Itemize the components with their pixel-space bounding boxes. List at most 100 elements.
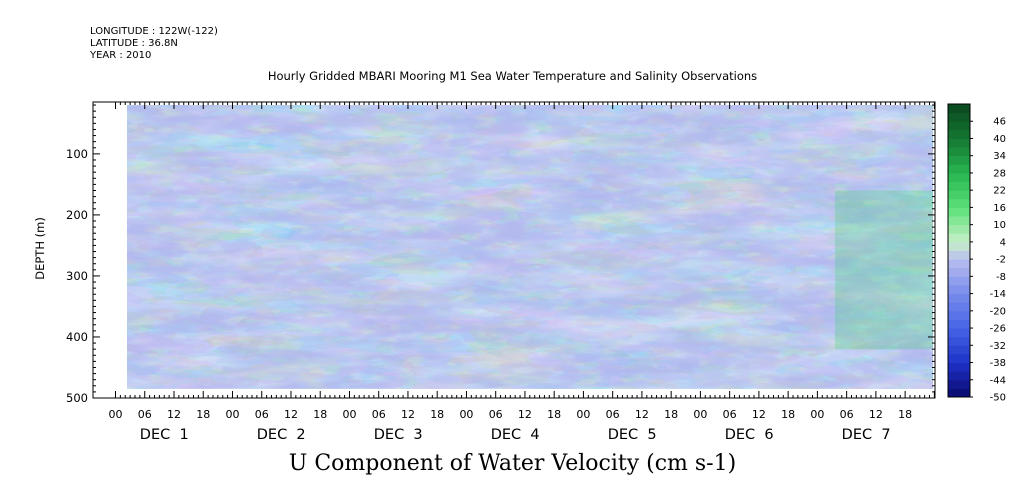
x-day-label: DEC 6 xyxy=(725,427,774,443)
colorbar-swatch xyxy=(948,216,970,226)
x-hour-label: 12 xyxy=(635,408,649,421)
colorbar: 46 40 34 28 22 16 10 4 -2 -8 -14 -20 -26 -32 -38 -44 -50 xyxy=(947,103,1006,404)
colorbar-swatch xyxy=(948,388,970,398)
x-hour-label: 06 xyxy=(138,408,152,421)
heatmap-field xyxy=(127,105,933,389)
x-hour-label: 18 xyxy=(430,408,444,421)
colorbar-swatch xyxy=(948,267,970,277)
y-tick-label: 400 xyxy=(66,330,88,344)
colorbar-label: -26 xyxy=(990,324,1006,335)
colorbar-label: -20 xyxy=(990,306,1006,317)
x-day-label: DEC 7 xyxy=(842,427,891,443)
x-day-label: DEC 1 xyxy=(140,427,189,443)
x-hour-label: 12 xyxy=(869,408,883,421)
x-hour-label: 00 xyxy=(576,408,590,421)
x-hour-label: 18 xyxy=(313,408,327,421)
x-hour-label: 00 xyxy=(810,408,824,421)
colorbar-swatch xyxy=(948,104,970,114)
y-tick-label: 300 xyxy=(66,269,88,283)
colorbar-swatch xyxy=(948,147,970,157)
x-hour-label: 00 xyxy=(225,408,239,421)
colorbar-label: 28 xyxy=(993,168,1006,179)
chart-title: U Component of Water Velocity (cm s-1) xyxy=(288,451,737,476)
x-hour-label: 18 xyxy=(547,408,561,421)
y-tick-label: 100 xyxy=(66,147,88,161)
colorbar-frame xyxy=(947,103,971,398)
colorbar-swatch xyxy=(948,155,970,165)
x-hour-label: 00 xyxy=(459,408,473,421)
year-label: YEAR : 2010 xyxy=(90,50,152,61)
colorbar-swatch xyxy=(948,328,970,338)
colorbar-label: -44 xyxy=(990,375,1006,386)
x-hour-label: 00 xyxy=(342,408,356,421)
x-hour-label: 06 xyxy=(489,408,503,421)
colorbar-swatch xyxy=(948,172,970,183)
x-hour-label: 18 xyxy=(196,408,210,421)
latitude-label: LATITUDE : 36.8N xyxy=(90,38,178,49)
x-hour-label: 12 xyxy=(284,408,298,421)
x-hour-label: 12 xyxy=(401,408,415,421)
colorbar-swatch xyxy=(948,379,970,389)
x-day-label: DEC 5 xyxy=(608,427,657,443)
y-axis-label: DEPTH (m) xyxy=(33,217,47,280)
x-day-label: DEC 4 xyxy=(491,427,540,443)
colorbar-label: 4 xyxy=(1000,237,1006,248)
colorbar-label: 22 xyxy=(993,186,1006,197)
colorbar-label: -8 xyxy=(996,272,1006,283)
colorbar-swatch xyxy=(948,198,970,208)
heatmap-area xyxy=(127,105,933,389)
x-day-label: DEC 2 xyxy=(257,427,306,443)
plot-frame xyxy=(92,101,936,399)
colorbar-swatch xyxy=(948,345,970,355)
x-hour-label: 18 xyxy=(898,408,912,421)
colorbar-label: 46 xyxy=(993,117,1006,128)
x-hour-label: 06 xyxy=(840,408,854,421)
colorbar-swatch xyxy=(948,250,970,260)
colorbar-swatch xyxy=(948,284,970,295)
x-hour-label: 00 xyxy=(109,408,123,421)
chart-subtitle: Hourly Gridded MBARI Mooring M1 Sea Wate… xyxy=(267,69,758,83)
colorbar-swatch xyxy=(948,259,970,269)
colorbar-label: 40 xyxy=(993,134,1006,145)
colorbar-swatch xyxy=(948,181,970,191)
colorbar-label: -14 xyxy=(990,289,1006,300)
x-hour-label: 12 xyxy=(518,408,532,421)
colorbar-swatch xyxy=(948,353,970,364)
x-hour-label: 00 xyxy=(693,408,707,421)
colorbar-swatch xyxy=(948,138,970,148)
y-tick-label: 200 xyxy=(66,208,88,222)
colorbar-label: -38 xyxy=(990,358,1006,369)
colorbar-swatch xyxy=(948,362,970,372)
colorbar-swatch xyxy=(948,207,970,217)
colorbar-swatch xyxy=(948,310,970,320)
y-tick-label: 500 xyxy=(66,391,88,405)
colorbar-swatch xyxy=(948,190,970,200)
x-hour-label: 12 xyxy=(167,408,181,421)
colorbar-swatch xyxy=(948,371,970,381)
colorbar-swatch xyxy=(948,293,970,303)
colorbar-swatch xyxy=(948,112,970,122)
colorbar-swatch xyxy=(948,121,970,131)
x-day-label: DEC 3 xyxy=(374,427,423,443)
metadata-block: LONGITUDE : 122W(-122) LATITUDE : 36.8N … xyxy=(90,26,218,62)
x-hour-label: 06 xyxy=(723,408,737,421)
colorbar-swatch xyxy=(948,164,970,174)
colorbar-swatch xyxy=(948,233,970,243)
axes: 00 06 12 18 00 06 12 18 00 06 12 18 00 06 12 18 00 06 12 18… xyxy=(33,101,936,443)
x-hour-label: 18 xyxy=(781,408,795,421)
colorbar-label: 10 xyxy=(993,220,1006,231)
colorbar-swatch xyxy=(948,224,970,234)
x-hour-label: 06 xyxy=(255,408,269,421)
colorbar-swatch xyxy=(948,336,970,346)
x-hour-label: 06 xyxy=(606,408,620,421)
x-hour-label: 06 xyxy=(372,408,386,421)
colorbar-swatch xyxy=(948,276,970,286)
longitude-label: LONGITUDE : 122W(-122) xyxy=(90,26,218,37)
colorbar-swatch xyxy=(948,241,970,251)
colorbar-label: -2 xyxy=(996,255,1006,266)
colorbar-label: 16 xyxy=(993,203,1006,214)
colorbar-label: 34 xyxy=(993,151,1006,162)
colorbar-label: -50 xyxy=(990,393,1006,404)
x-hour-label: 12 xyxy=(752,408,766,421)
colorbar-swatch xyxy=(948,319,970,329)
